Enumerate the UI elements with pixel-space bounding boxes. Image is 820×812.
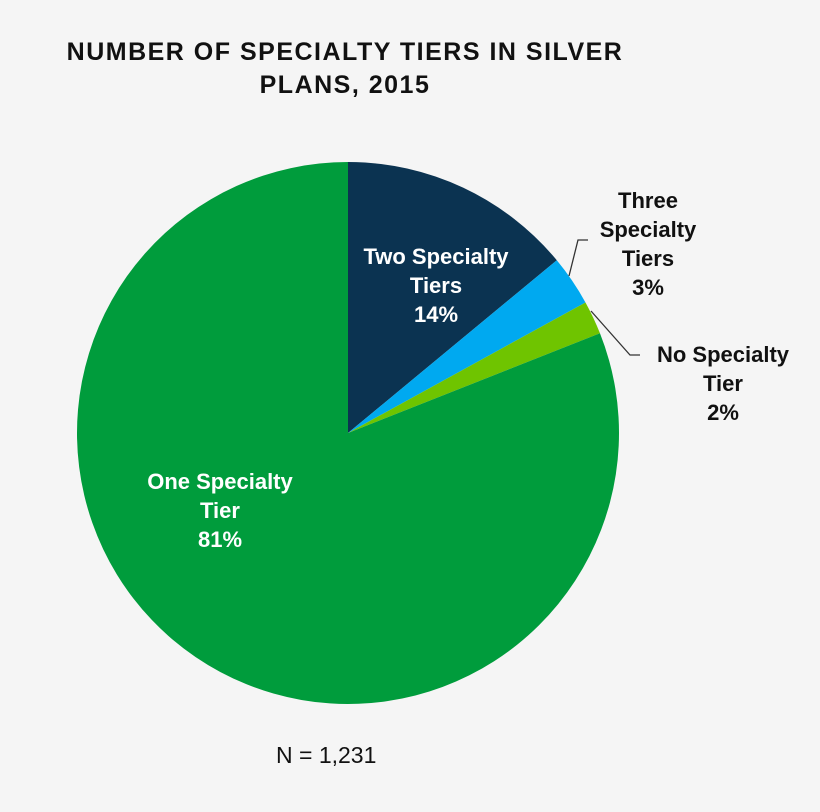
data-label-one-specialty-tier: One Specialty bbox=[147, 469, 293, 494]
data-label-value-three-specialty-tiers: 3% bbox=[632, 275, 664, 300]
data-label-no-specialty-tier: Tier bbox=[703, 371, 743, 396]
data-label-three-specialty-tiers: Tiers bbox=[622, 246, 674, 271]
data-label-value-one-specialty-tier: 81% bbox=[198, 527, 242, 552]
sample-size-note: N = 1,231 bbox=[276, 742, 377, 768]
chart-title-line-2: PLANS, 2015 bbox=[259, 71, 431, 99]
data-label-value-no-specialty-tier: 2% bbox=[707, 400, 739, 425]
pie-slice-one-specialty-tier bbox=[76, 162, 619, 704]
pie-slice-two-specialty-tiers bbox=[348, 162, 557, 433]
leader-line-three-specialty-tiers bbox=[568, 239, 588, 277]
data-label-two-specialty-tiers: Tiers bbox=[410, 273, 462, 298]
data-label-three-specialty-tiers: Three bbox=[618, 188, 678, 213]
chart-title-line-1: NUMBER OF SPECIALTY TIERS IN SILVER bbox=[66, 38, 624, 66]
leader-line-no-specialty-tier bbox=[590, 310, 640, 356]
data-label-one-specialty-tier: Tier bbox=[200, 498, 240, 523]
data-label-two-specialty-tiers: Two Specialty bbox=[363, 244, 509, 269]
pie-slice-three-specialty-tiers bbox=[348, 260, 586, 433]
data-label-no-specialty-tier: No Specialty bbox=[657, 342, 790, 367]
pie-slice-no-specialty-tier bbox=[348, 302, 600, 433]
data-label-three-specialty-tiers: Specialty bbox=[600, 217, 697, 242]
chart-title: NUMBER OF SPECIALTY TIERS IN SILVER PLAN… bbox=[0, 36, 690, 102]
data-label-value-two-specialty-tiers: 14% bbox=[414, 302, 458, 327]
